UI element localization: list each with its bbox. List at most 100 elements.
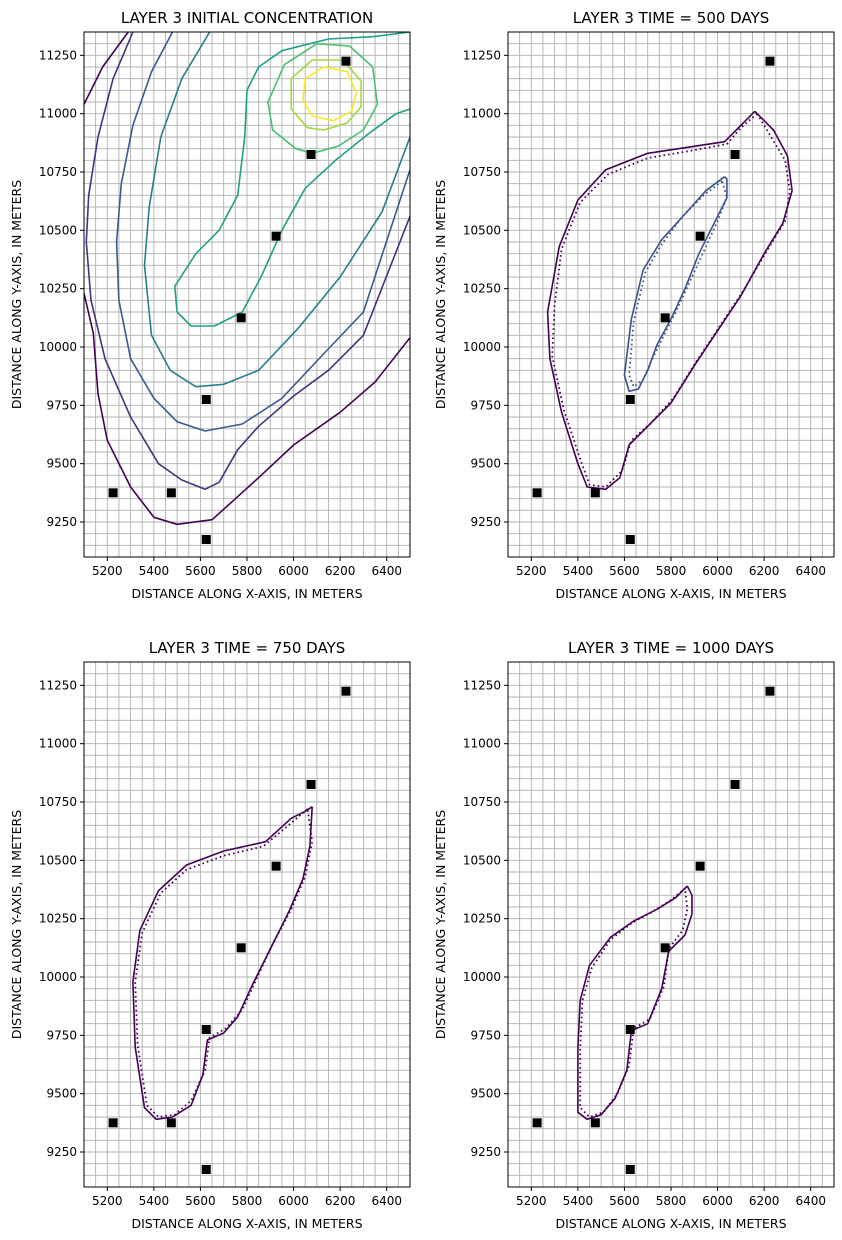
y-tick-label: 11000 bbox=[39, 737, 77, 751]
chart-panel-1: 5200 5400 5600 5800 6000 6200 6400 9250 9500 9750… bbox=[9, 9, 411, 601]
well-markers bbox=[532, 56, 775, 544]
x-tick-label: 5200 bbox=[516, 1194, 547, 1208]
well-marker-5 bbox=[236, 313, 246, 323]
x-tick-label: 5800 bbox=[656, 564, 687, 578]
chart-title: LAYER 3 TIME = 1000 DAYS bbox=[568, 639, 774, 657]
x-tick-label: 6000 bbox=[702, 564, 733, 578]
contour-line-3 bbox=[85, 32, 410, 491]
model-grid bbox=[84, 32, 410, 557]
y-axis-label: DISTANCE ALONG Y-AXIS, IN METERS bbox=[433, 180, 448, 409]
y-tick-label: 11250 bbox=[463, 48, 501, 62]
y-tick-label: 10000 bbox=[39, 340, 77, 354]
well-marker-8 bbox=[341, 56, 351, 66]
chart-panel-2: 5200 5400 5600 5800 6000 6200 6400 9250 9500 9750… bbox=[433, 9, 835, 601]
chart-title: LAYER 3 TIME = 500 DAYS bbox=[573, 9, 770, 27]
contour-line-1 bbox=[84, 32, 129, 105]
chart-panel-4: 5200 5400 5600 5800 6000 6200 6400 9250 9500 9750… bbox=[433, 639, 835, 1231]
x-tick-label: 5600 bbox=[609, 1194, 640, 1208]
well-marker-6 bbox=[271, 231, 281, 241]
x-axis-label: DISTANCE ALONG X-AXIS, IN METERS bbox=[555, 1216, 786, 1231]
y-tick-label: 10500 bbox=[463, 223, 501, 237]
x-tick-label: 6200 bbox=[325, 564, 356, 578]
y-axis-label: DISTANCE ALONG Y-AXIS, IN METERS bbox=[9, 180, 24, 409]
contour-line-1 bbox=[132, 806, 313, 1121]
well-marker-4 bbox=[625, 1025, 635, 1034]
well-marker-1 bbox=[108, 1118, 118, 1128]
chart-panel-3: 5200 5400 5600 5800 6000 6200 6400 9250 9500 9750… bbox=[9, 639, 411, 1231]
x-tick-label: 6400 bbox=[795, 1194, 826, 1208]
y-tick-label: 10500 bbox=[39, 223, 77, 237]
model-grid bbox=[508, 662, 834, 1187]
x-tick-label: 5400 bbox=[563, 564, 594, 578]
y-tick-label: 10250 bbox=[463, 912, 501, 926]
well-marker-7 bbox=[730, 150, 740, 159]
y-tick-label: 10750 bbox=[39, 165, 77, 179]
y-tick-label: 9750 bbox=[46, 1028, 77, 1042]
well-marker-1 bbox=[532, 488, 542, 498]
x-tick-label: 6000 bbox=[278, 564, 309, 578]
contour-line-4 bbox=[115, 32, 410, 432]
well-marker-2 bbox=[166, 1118, 176, 1128]
well-marker-2 bbox=[590, 1118, 600, 1128]
x-tick-label: 5400 bbox=[139, 564, 170, 578]
model-grid bbox=[84, 662, 410, 1187]
well-marker-2 bbox=[590, 488, 600, 498]
y-tick-label: 10250 bbox=[39, 912, 77, 926]
y-axis-label: DISTANCE ALONG Y-AXIS, IN METERS bbox=[9, 810, 24, 1039]
x-tick-label: 6200 bbox=[749, 564, 780, 578]
contour-line-8 bbox=[290, 59, 362, 131]
well-marker-3 bbox=[201, 535, 211, 544]
x-tick-label: 5400 bbox=[563, 1194, 594, 1208]
x-tick-label: 6200 bbox=[749, 1194, 780, 1208]
y-tick-label: 9750 bbox=[46, 398, 77, 412]
well-marker-1 bbox=[108, 488, 118, 498]
well-marker-3 bbox=[201, 1165, 211, 1174]
y-tick-label: 11000 bbox=[39, 107, 77, 121]
well-marker-3 bbox=[625, 1165, 635, 1174]
well-markers bbox=[108, 56, 351, 544]
x-tick-label: 6400 bbox=[371, 564, 402, 578]
y-axis-label: DISTANCE ALONG Y-AXIS, IN METERS bbox=[433, 810, 448, 1039]
x-tick-label: 6000 bbox=[278, 1194, 309, 1208]
contour-line-5 bbox=[143, 32, 410, 388]
y-tick-label: 9500 bbox=[46, 457, 77, 471]
x-tick-label: 5600 bbox=[609, 564, 640, 578]
contour-line-2 bbox=[134, 808, 314, 1118]
x-tick-label: 6200 bbox=[325, 1194, 356, 1208]
y-tick-label: 9250 bbox=[46, 1145, 77, 1159]
contour-line-2 bbox=[84, 293, 410, 526]
well-marker-6 bbox=[271, 861, 281, 871]
y-tick-label: 10250 bbox=[39, 282, 77, 296]
y-tick-label: 10000 bbox=[463, 340, 501, 354]
y-tick-label: 9750 bbox=[470, 398, 501, 412]
y-tick-label: 9750 bbox=[470, 1028, 501, 1042]
contour-lines bbox=[84, 32, 410, 526]
y-tick-label: 9250 bbox=[470, 1145, 501, 1159]
well-marker-5 bbox=[236, 943, 246, 953]
y-tick-label: 10750 bbox=[39, 795, 77, 809]
y-tick-label: 10000 bbox=[39, 970, 77, 984]
well-marker-2 bbox=[166, 488, 176, 498]
well-marker-8 bbox=[765, 56, 775, 66]
contour-line-2 bbox=[579, 887, 689, 1118]
y-tick-label: 11250 bbox=[39, 678, 77, 692]
y-tick-label: 10500 bbox=[39, 853, 77, 867]
well-marker-6 bbox=[695, 231, 705, 241]
y-tick-label: 9500 bbox=[470, 457, 501, 471]
x-tick-label: 5600 bbox=[185, 1194, 216, 1208]
x-tick-label: 5200 bbox=[92, 1194, 123, 1208]
x-tick-label: 5800 bbox=[232, 1194, 263, 1208]
y-tick-label: 9250 bbox=[46, 515, 77, 529]
well-markers bbox=[108, 686, 351, 1174]
well-marker-1 bbox=[532, 1118, 542, 1128]
well-marker-3 bbox=[625, 535, 635, 544]
x-tick-label: 6400 bbox=[371, 1194, 402, 1208]
x-tick-label: 5800 bbox=[232, 564, 263, 578]
chart-title: LAYER 3 TIME = 750 DAYS bbox=[149, 639, 346, 657]
y-tick-label: 10250 bbox=[463, 282, 501, 296]
well-marker-5 bbox=[660, 313, 670, 323]
contour-line-1 bbox=[546, 110, 793, 491]
well-marker-8 bbox=[341, 686, 351, 696]
x-tick-label: 5800 bbox=[656, 1194, 687, 1208]
